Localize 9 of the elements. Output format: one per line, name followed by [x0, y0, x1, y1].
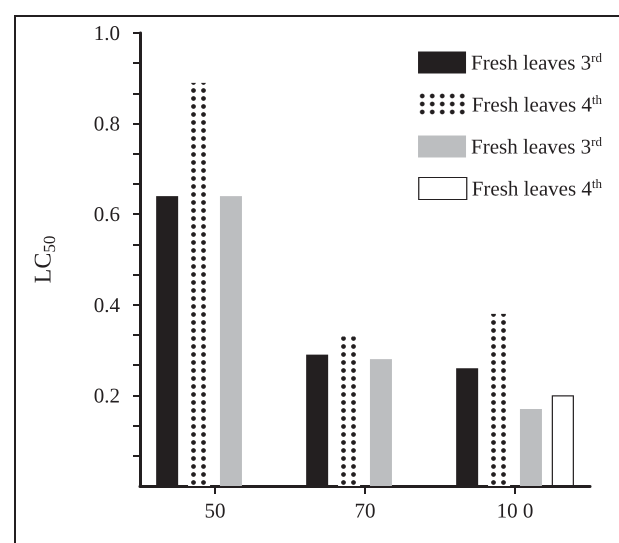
x-tick-label: 10 0	[496, 498, 534, 522]
y-tick-label: 0.4	[94, 292, 120, 317]
y-tick-label: 1.0	[94, 21, 120, 45]
y-tick-label: 0.8	[94, 112, 120, 136]
y-tick-label: 0.2	[94, 383, 120, 408]
x-tick-label: 70	[354, 498, 376, 522]
x-tick-label: 50	[204, 498, 226, 522]
y-axis-title: LC50	[30, 236, 59, 284]
y-tick-label: 0.6	[94, 202, 120, 226]
